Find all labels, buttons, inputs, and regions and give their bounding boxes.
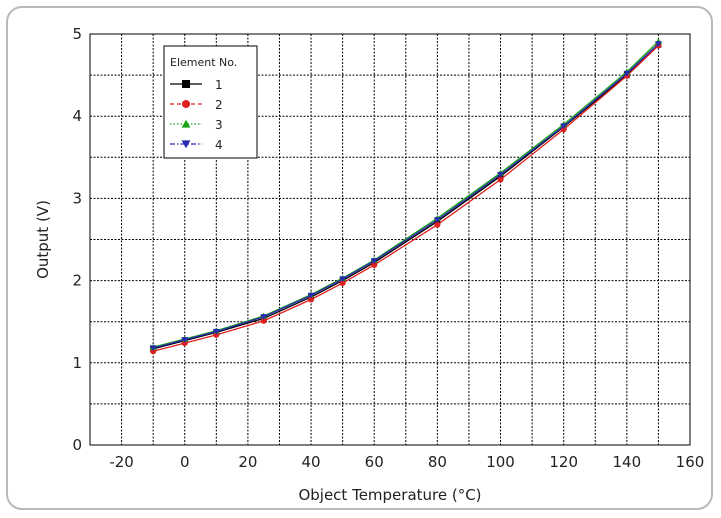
series-line-1 <box>152 44 659 350</box>
series-line-4 <box>152 43 659 349</box>
x-tick-label: 80 <box>428 453 447 471</box>
y-tick-label: 2 <box>72 272 82 290</box>
x-tick-label: 40 <box>302 453 321 471</box>
legend-label: 4 <box>215 138 223 152</box>
y-tick-label: 3 <box>72 189 82 207</box>
data-point <box>371 261 378 268</box>
legend-marker <box>182 80 190 88</box>
data-point <box>560 123 567 130</box>
data-point <box>308 296 315 303</box>
y-tick-label: 1 <box>72 354 82 372</box>
data-point <box>260 317 267 324</box>
data-point <box>370 258 378 265</box>
series-line-3 <box>152 40 659 348</box>
legend-label: 3 <box>215 118 223 132</box>
data-point <box>339 280 346 287</box>
data-point <box>434 217 441 224</box>
series-4 <box>149 41 662 352</box>
legend-items: 1 2 3 4 <box>170 78 223 152</box>
x-tick-label: 120 <box>549 453 578 471</box>
x-tick-label: 60 <box>365 453 384 471</box>
x-tick-label: -20 <box>109 453 134 471</box>
x-tick-label: 160 <box>676 453 705 471</box>
data-point <box>260 314 267 321</box>
legend-item-1: 1 <box>170 78 223 92</box>
tick-labels: -20 0 20 40 60 80 100 120 140 160 0 1 2 3 4 5 <box>72 25 704 471</box>
legend-title: Element No. <box>170 56 237 69</box>
data-point <box>434 221 441 228</box>
legend-marker <box>182 100 190 108</box>
plot-border <box>89 33 691 446</box>
data-point <box>497 176 504 183</box>
y-tick-label: 0 <box>72 436 82 454</box>
legend-item-2: 2 <box>170 98 223 112</box>
series-line-2 <box>152 45 659 352</box>
x-axis-label: Object Temperature (°C) <box>298 486 481 504</box>
data-point <box>307 292 315 299</box>
data-point <box>339 276 346 283</box>
y-tick-label: 5 <box>72 25 82 43</box>
data-point <box>623 70 631 77</box>
legend-box <box>163 45 258 159</box>
y-axis-label: Output (V) <box>34 200 52 279</box>
x-tick-label: 0 <box>180 453 190 471</box>
x-tick-label: 100 <box>486 453 515 471</box>
data-point <box>181 337 189 344</box>
data-point <box>655 41 662 48</box>
legend-label: 1 <box>215 78 223 92</box>
data-point <box>213 328 220 335</box>
legend-item-3: 3 <box>170 118 223 132</box>
legend-item-4: 4 <box>170 138 223 152</box>
legend: Element No. 1 2 3 4 <box>163 45 258 159</box>
data-point <box>497 171 504 178</box>
legend-marker <box>181 119 191 128</box>
legend-label: 2 <box>215 98 223 112</box>
data-point <box>149 345 157 352</box>
y-tick-label: 4 <box>72 107 82 125</box>
x-tick-label: 20 <box>238 453 257 471</box>
legend-marker <box>181 140 191 149</box>
x-tick-label: 140 <box>613 453 642 471</box>
series-group <box>149 38 662 355</box>
